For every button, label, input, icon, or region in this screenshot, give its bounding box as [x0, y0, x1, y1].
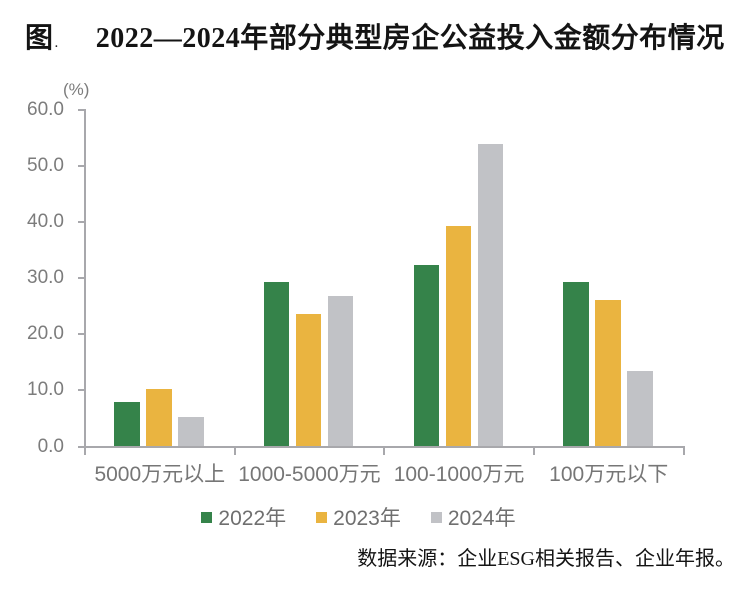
bar-2024: [627, 371, 653, 447]
x-category-label: 5000万元以上: [94, 463, 226, 486]
legend-label: 2024年: [447, 507, 516, 530]
legend-label: 2022年: [218, 507, 287, 530]
bar-2024: [178, 416, 204, 447]
figure-label-dot: .: [55, 38, 58, 50]
chart-legend: 2022年 2023年 2024年: [0, 502, 733, 532]
figure-title: 2022—2024年部分典型房企公益投入金额分布情况: [95, 23, 725, 54]
figure-header: 图 . 2022—2024年部分典型房企公益投入金额分布情况: [25, 16, 725, 56]
y-tick-label: 0.0: [37, 435, 64, 457]
legend-swatch-icon: [201, 511, 213, 523]
y-tick: [78, 277, 85, 280]
x-tick: [233, 446, 236, 455]
y-tick: [78, 333, 85, 336]
x-category-label: 100万元以下: [549, 463, 669, 486]
bar-2022: [114, 402, 140, 447]
bar-2024: [477, 143, 504, 447]
x-tick: [383, 446, 386, 455]
y-tick-label: 40.0: [27, 211, 64, 233]
y-tick-label: 30.0: [27, 267, 64, 289]
y-tick: [78, 221, 85, 224]
y-tick-label: 50.0: [27, 155, 64, 177]
legend-label: 2023年: [333, 507, 401, 530]
legend-item-2023: 2023年: [316, 502, 401, 532]
bar-2023: [146, 388, 172, 447]
legend-item-2024: 2024年: [430, 502, 516, 532]
x-tick: [84, 446, 86, 455]
y-tick-label: 20.0: [27, 323, 64, 345]
legend-item-2022: 2022年: [201, 502, 286, 532]
bar-2023: [295, 313, 322, 447]
x-category-label: 1000-5000万元: [238, 463, 381, 486]
x-category-label: 100-1000万元: [393, 463, 525, 486]
bar-2022: [413, 264, 440, 447]
bar-2024: [327, 295, 354, 447]
y-tick: [78, 389, 85, 392]
x-tick: [532, 446, 535, 455]
y-tick-label: 60.0: [27, 99, 64, 120]
y-axis-line: [84, 109, 86, 448]
source-note: 数据来源：企业ESG相关报告、企业年报。: [357, 548, 735, 570]
y-tick: [78, 445, 85, 448]
legend-swatch-icon: [316, 511, 328, 523]
y-tick: [78, 165, 85, 168]
bar-2022: [263, 281, 290, 447]
y-tick-label: 10.0: [27, 379, 64, 401]
x-tick: [682, 446, 685, 455]
y-axis-unit-label: (%): [63, 80, 90, 99]
bar-2023: [595, 299, 621, 447]
bar-2022: [563, 281, 589, 447]
legend-swatch-icon: [430, 511, 442, 523]
bar-2023: [445, 225, 472, 447]
figure-label: 图: [25, 23, 54, 54]
y-tick: [78, 109, 85, 111]
